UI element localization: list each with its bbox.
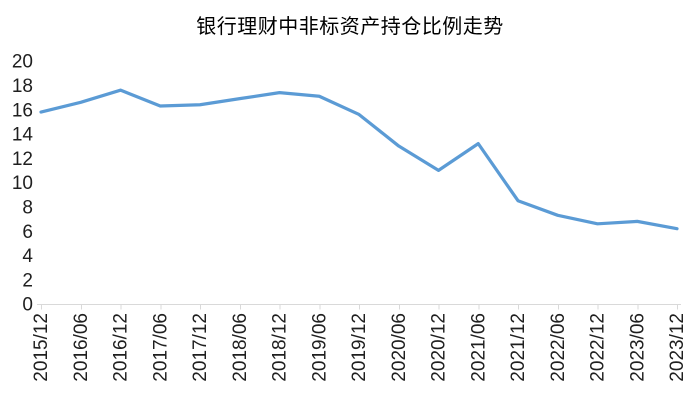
y-axis-label: 12 [12, 149, 33, 170]
y-axis-label: 6 [22, 222, 33, 243]
x-axis-label: 2019/06 [309, 313, 330, 382]
x-axis-label: 2022/12 [588, 313, 609, 382]
y-axis-label: 20 [12, 52, 33, 73]
x-axis-label: 2021/12 [508, 313, 529, 382]
y-axis-label: 14 [12, 125, 34, 146]
x-axis-label: 2021/06 [468, 313, 489, 382]
x-axis-label: 2019/12 [349, 313, 370, 382]
x-axis-label: 2020/06 [389, 313, 410, 382]
y-axis-label: 16 [12, 100, 33, 121]
x-axis-label: 2016/06 [71, 313, 92, 382]
data-line-series [39, 88, 679, 231]
x-axis-label: 2017/06 [150, 313, 171, 382]
y-axis-label: 10 [12, 173, 33, 194]
y-axis-label: 8 [22, 197, 33, 218]
x-axis-label: 2023/06 [627, 313, 648, 382]
chart-title: 银行理财中非标资产持仓比例走势 [196, 16, 504, 38]
x-axis-label: 2018/12 [270, 313, 291, 382]
x-axis-label: 2015/12 [31, 313, 52, 382]
x-axis-label: 2018/06 [230, 313, 251, 382]
x-axis-label: 2023/12 [667, 313, 688, 382]
y-axis-label: 0 [22, 295, 33, 316]
x-axis-label: 2022/06 [548, 313, 569, 382]
y-axis-label: 2 [22, 270, 33, 291]
y-axis-label: 4 [22, 246, 33, 267]
y-axis-label: 18 [12, 76, 33, 97]
x-axis-label: 2017/12 [190, 313, 211, 382]
x-axis-label: 2016/12 [111, 313, 132, 382]
x-axis-label: 2020/12 [429, 313, 450, 382]
